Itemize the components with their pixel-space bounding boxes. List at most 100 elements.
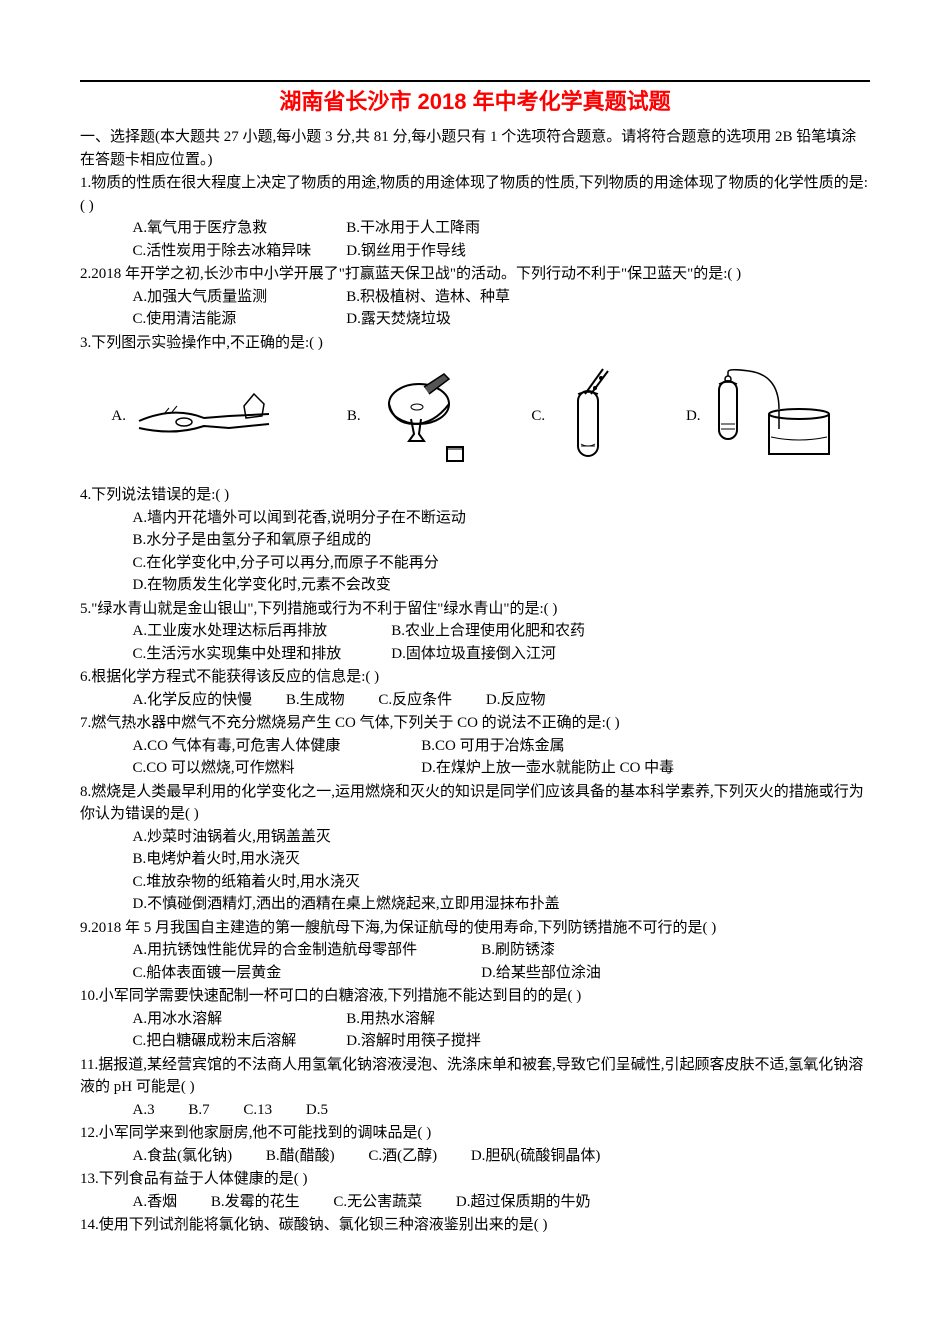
q10-opt-d: D.溶解时用筷子搅拌 <box>346 1030 556 1053</box>
q8-opt-a: A.炒菜时油锅着火,用锅盖盖灭 <box>80 826 870 849</box>
q7-opt-d: D.在煤炉上放一壶水就能防止 CO 中毒 <box>421 757 674 780</box>
q1-stem: 1.物质的性质在很大程度上决定了物质的用途,物质的用途体现了物质的性质,下列物质… <box>80 172 870 217</box>
q9-opt-a: A.用抗锈蚀性能优异的合金制造航母零部件 <box>133 939 478 962</box>
question-6: 6.根据化学方程式不能获得该反应的信息是:( ) A.化学反应的快慢 B.生成物… <box>80 666 870 711</box>
question-3: 3.下列图示实验操作中,不正确的是:( ) A. B. <box>80 332 870 467</box>
q12-opt-c: C.酒(乙醇) <box>368 1148 437 1164</box>
q3-fig-d: D. <box>686 369 839 464</box>
q6-opt-c: C.反应条件 <box>378 692 452 708</box>
q13-opt-d: D.超过保质期的牛奶 <box>456 1194 591 1210</box>
exam-title: 湖南省长沙市 2018 年中考化学真题试题 <box>80 85 870 118</box>
q4-stem: 4.下列说法错误的是:( ) <box>80 484 870 507</box>
q8-opt-c: C.堆放杂物的纸箱着火时,用水浇灭 <box>80 871 870 894</box>
q11-opt-a: A.3 <box>133 1102 155 1118</box>
q3-label-d: D. <box>686 405 701 428</box>
q6-stem: 6.根据化学方程式不能获得该反应的信息是:( ) <box>80 666 870 689</box>
q3-fig-c: C. <box>531 366 623 466</box>
question-7: 7.燃气热水器中燃气不充分燃烧易产生 CO 气体,下列关于 CO 的说法不正确的… <box>80 712 870 780</box>
figure-d-icon <box>709 369 839 464</box>
question-12: 12.小军同学来到他家厨房,他不可能找到的调味品是( ) A.食盐(氯化钠) B… <box>80 1122 870 1167</box>
q10-opt-c: C.把白糖碾成粉末后溶解 <box>133 1030 343 1053</box>
q5-opt-a: A.工业废水处理达标后再排放 <box>133 620 388 643</box>
q4-opt-d: D.在物质发生化学变化时,元素不会改变 <box>80 574 870 597</box>
q5-options-row2: C.生活污水实现集中处理和排放 D.固体垃圾直接倒入江河 <box>80 643 870 666</box>
q13-options: A.香烟 B.发霉的花生 C.无公害蔬菜 D.超过保质期的牛奶 <box>80 1191 870 1214</box>
q1-opt-a: A.氧气用于医疗急救 <box>133 217 343 240</box>
q13-stem: 13.下列食品有益于人体健康的是( ) <box>80 1168 870 1191</box>
q5-opt-c: C.生活污水实现集中处理和排放 <box>133 643 388 666</box>
q2-opt-a: A.加强大气质量监测 <box>133 286 343 309</box>
q9-opt-d: D.给某些部位涂油 <box>481 962 691 985</box>
q11-opt-c: C.13 <box>243 1102 272 1118</box>
q9-opt-b: B.刷防锈漆 <box>481 939 691 962</box>
q10-stem: 10.小军同学需要快速配制一杯可口的白糖溶液,下列措施不能达到目的的是( ) <box>80 985 870 1008</box>
q3-fig-a: A. <box>111 386 284 446</box>
q3-fig-b: B. <box>347 369 469 464</box>
q9-options-row2: C.船体表面镀一层黄金 D.给某些部位涂油 <box>80 962 870 985</box>
q11-opt-b: B.7 <box>188 1102 209 1118</box>
q10-opt-b: B.用热水溶解 <box>346 1008 556 1031</box>
q11-opt-d: D.5 <box>306 1102 328 1118</box>
q3-label-a: A. <box>111 405 126 428</box>
q3-label-c: C. <box>531 405 545 428</box>
q13-opt-b: B.发霉的花生 <box>211 1194 300 1210</box>
q2-stem: 2.2018 年开学之初,长沙市中小学开展了"打赢蓝天保卫战"的活动。下列行动不… <box>80 263 870 286</box>
question-11: 11.据报道,某经营宾馆的不法商人用氢氧化钠溶液浸泡、洗涤床单和被套,导致它们呈… <box>80 1054 870 1122</box>
q7-options-row2: C.CO 可以燃烧,可作燃料 D.在煤炉上放一壶水就能防止 CO 中毒 <box>80 757 870 780</box>
q12-opt-d: D.胆矾(硫酸铜晶体) <box>471 1148 601 1164</box>
q13-opt-c: C.无公害蔬菜 <box>333 1194 422 1210</box>
q11-options: A.3 B.7 C.13 D.5 <box>80 1099 870 1122</box>
q10-options-row1: A.用冰水溶解 B.用热水溶解 <box>80 1008 870 1031</box>
q14-stem: 14.使用下列试剂能将氯化钠、碳酸钠、氯化钡三种溶液鉴别出来的是( ) <box>80 1214 870 1237</box>
q3-stem: 3.下列图示实验操作中,不正确的是:( ) <box>80 332 870 355</box>
question-14: 14.使用下列试剂能将氯化钠、碳酸钠、氯化钡三种溶液鉴别出来的是( ) <box>80 1214 870 1237</box>
q2-options-row1: A.加强大气质量监测 B.积极植树、造林、种草 <box>80 286 870 309</box>
question-4: 4.下列说法错误的是:( ) A.墙内开花墙外可以闻到花香,说明分子在不断运动 … <box>80 484 870 597</box>
q4-opt-c: C.在化学变化中,分子可以再分,而原子不能再分 <box>80 552 870 575</box>
question-1: 1.物质的性质在很大程度上决定了物质的用途,物质的用途体现了物质的性质,下列物质… <box>80 172 870 262</box>
q9-opt-c: C.船体表面镀一层黄金 <box>133 962 478 985</box>
q2-options-row2: C.使用清洁能源 D.露天焚烧垃圾 <box>80 308 870 331</box>
q7-opt-c: C.CO 可以燃烧,可作燃料 <box>133 757 418 780</box>
question-5: 5."绿水青山就是金山银山",下列措施或行为不利于留住"绿水青山"的是:( ) … <box>80 598 870 666</box>
q1-options-row2: C.活性炭用于除去冰箱异味 D.钢丝用于作导线 <box>80 240 870 263</box>
q7-opt-b: B.CO 可用于冶炼金属 <box>421 735 631 758</box>
top-divider <box>80 80 870 82</box>
q4-opt-a: A.墙内开花墙外可以闻到花香,说明分子在不断运动 <box>80 507 870 530</box>
q8-opt-d: D.不慎碰倒酒精灯,洒出的酒精在桌上燃烧起来,立即用湿抹布扑盖 <box>80 893 870 916</box>
q1-options-row1: A.氧气用于医疗急救 B.干冰用于人工降雨 <box>80 217 870 240</box>
q11-stem: 11.据报道,某经营宾馆的不法商人用氢氧化钠溶液浸泡、洗涤床单和被套,导致它们呈… <box>80 1054 870 1099</box>
q6-options: A.化学反应的快慢 B.生成物 C.反应条件 D.反应物 <box>80 689 870 712</box>
q2-opt-d: D.露天焚烧垃圾 <box>346 308 556 331</box>
figure-a-icon <box>134 386 284 446</box>
question-9: 9.2018 年 5 月我国自主建造的第一艘航母下海,为保证航母的使用寿命,下列… <box>80 917 870 985</box>
question-13: 13.下列食品有益于人体健康的是( ) A.香烟 B.发霉的花生 C.无公害蔬菜… <box>80 1168 870 1213</box>
q10-options-row2: C.把白糖碾成粉末后溶解 D.溶解时用筷子搅拌 <box>80 1030 870 1053</box>
q5-options-row1: A.工业废水处理达标后再排放 B.农业上合理使用化肥和农药 <box>80 620 870 643</box>
question-10: 10.小军同学需要快速配制一杯可口的白糖溶液,下列措施不能达到目的的是( ) A… <box>80 985 870 1053</box>
q9-stem: 9.2018 年 5 月我国自主建造的第一艘航母下海,为保证航母的使用寿命,下列… <box>80 917 870 940</box>
q4-opt-b: B.水分子是由氢分子和氧原子组成的 <box>80 529 870 552</box>
q13-opt-a: A.香烟 <box>133 1194 178 1210</box>
q2-opt-b: B.积极植树、造林、种草 <box>346 286 556 309</box>
figure-c-icon <box>553 366 623 466</box>
q6-opt-d: D.反应物 <box>486 692 546 708</box>
q5-opt-b: B.农业上合理使用化肥和农药 <box>391 620 601 643</box>
q7-options-row1: A.CO 气体有毒,可危害人体健康 B.CO 可用于冶炼金属 <box>80 735 870 758</box>
q6-opt-b: B.生成物 <box>286 692 345 708</box>
q1-opt-b: B.干冰用于人工降雨 <box>346 217 556 240</box>
q5-opt-d: D.固体垃圾直接倒入江河 <box>391 643 601 666</box>
q12-opt-a: A.食盐(氯化钠) <box>133 1148 233 1164</box>
q9-options-row1: A.用抗锈蚀性能优异的合金制造航母零部件 B.刷防锈漆 <box>80 939 870 962</box>
q5-stem: 5."绿水青山就是金山银山",下列措施或行为不利于留住"绿水青山"的是:( ) <box>80 598 870 621</box>
q3-label-b: B. <box>347 405 361 428</box>
q8-opt-b: B.电烤炉着火时,用水浇灭 <box>80 848 870 871</box>
q2-opt-c: C.使用清洁能源 <box>133 308 343 331</box>
question-8: 8.燃烧是人类最早利用的化学变化之一,运用燃烧和灭火的知识是同学们应该具备的基本… <box>80 781 870 916</box>
question-2: 2.2018 年开学之初,长沙市中小学开展了"打赢蓝天保卫战"的活动。下列行动不… <box>80 263 870 331</box>
q12-opt-b: B.醋(醋酸) <box>266 1148 335 1164</box>
q3-figures: A. B. C. <box>80 366 870 466</box>
q7-opt-a: A.CO 气体有毒,可危害人体健康 <box>133 735 418 758</box>
q12-options: A.食盐(氯化钠) B.醋(醋酸) C.酒(乙醇) D.胆矾(硫酸铜晶体) <box>80 1145 870 1168</box>
figure-b-icon <box>369 369 469 464</box>
